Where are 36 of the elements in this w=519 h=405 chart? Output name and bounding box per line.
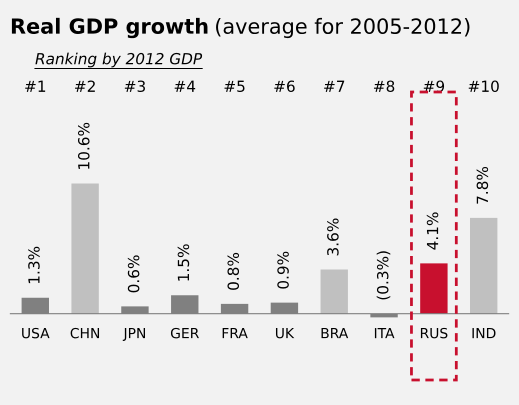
data-label: 0.9% xyxy=(277,252,289,289)
text: #5 xyxy=(224,80,245,92)
x-tick-label: UK xyxy=(276,328,294,338)
x-tick-label: BRA xyxy=(322,328,348,338)
text: Ranking by 2012 GDP xyxy=(35,52,202,68)
bar xyxy=(470,218,498,314)
x-tick-label: ITA xyxy=(374,328,394,338)
chart-title: Real GDP growth xyxy=(12,18,208,38)
data-label: 7.8% xyxy=(476,166,488,204)
data-label: 0.6% xyxy=(128,255,140,292)
data-label: 1.5% xyxy=(178,244,190,281)
text: #10 xyxy=(468,80,499,92)
x-tick-label: USA xyxy=(22,328,50,338)
x-tick-label: JPN xyxy=(122,328,146,341)
text: #4 xyxy=(174,80,196,92)
bar xyxy=(420,263,448,314)
text: #7 xyxy=(324,80,344,92)
data-label: 3.6% xyxy=(327,218,339,256)
text: #3 xyxy=(124,80,145,92)
text: #2 xyxy=(75,80,95,92)
data-label: 10.6% xyxy=(78,122,90,169)
x-tick-label: RUS xyxy=(420,328,448,338)
data-label: 1.3% xyxy=(28,246,40,284)
x-tick-label: GER xyxy=(170,328,199,338)
chart-subtitle: (average for 2005-2012) xyxy=(216,18,470,38)
text: #1 xyxy=(25,80,46,92)
bar xyxy=(71,184,99,314)
x-tick-label: IND xyxy=(472,328,496,338)
data-label: (0.3%) xyxy=(376,251,390,300)
text: #8 xyxy=(374,80,394,92)
x-tick-label: CHN xyxy=(70,328,100,338)
x-tick-label: FRA xyxy=(222,328,248,338)
text: #6 xyxy=(274,80,295,92)
bar xyxy=(320,270,348,314)
data-label: 4.1% xyxy=(426,212,438,250)
data-label: 0.8% xyxy=(227,252,240,290)
